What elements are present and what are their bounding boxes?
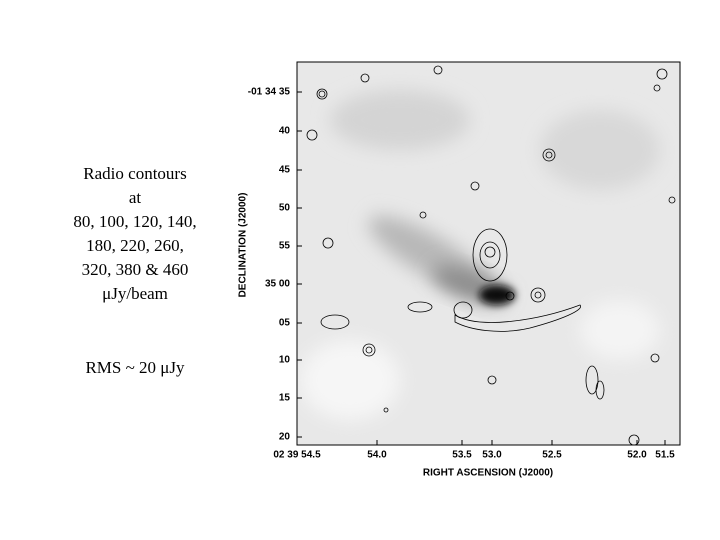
x-tick-label: 51.5 bbox=[655, 450, 675, 461]
y-tick-label: 50 bbox=[279, 203, 291, 214]
caption-line: 180, 220, 260, bbox=[86, 236, 184, 255]
x-tick-label: 52.0 bbox=[627, 450, 647, 461]
y-tick-label: 45 bbox=[279, 165, 291, 176]
x-tick-label: 53.5 bbox=[452, 450, 472, 461]
caption-line: Radio contours bbox=[83, 164, 187, 183]
y-tick-label: 05 bbox=[279, 318, 291, 329]
y-tick-label: 20 bbox=[279, 432, 291, 443]
x-axis-label: RIGHT ASCENSION (J2000) bbox=[423, 468, 553, 479]
y-axis-label: DECLINATION (J2000) bbox=[238, 193, 249, 298]
x-tick-label: 02 39 54.5 bbox=[273, 450, 321, 461]
y-tick-label: -01 34 35 bbox=[248, 87, 291, 98]
x-tick-label: 52.5 bbox=[542, 450, 562, 461]
map-image bbox=[300, 65, 676, 445]
caption-line: 80, 100, 120, 140, bbox=[73, 212, 197, 231]
caption-line: 320, 380 & 460 bbox=[81, 260, 189, 279]
x-tick-label: 53.0 bbox=[482, 450, 502, 461]
caption-line: at bbox=[128, 188, 142, 207]
caption-line: μJy/beam bbox=[102, 284, 168, 303]
map-frame bbox=[296, 61, 681, 446]
x-tick-label: 54.0 bbox=[367, 450, 387, 461]
caption: Radio contours at 80, 100, 120, 140, 180, 2… bbox=[40, 162, 230, 306]
rms-note: RMS ~ 20 μJy bbox=[85, 358, 185, 377]
y-tick-label: 40 bbox=[279, 126, 291, 137]
y-tick-label: 55 bbox=[279, 241, 291, 252]
y-tick-label: 10 bbox=[279, 355, 291, 366]
y-tick-label: 35 00 bbox=[265, 279, 290, 290]
y-tick-label: 15 bbox=[279, 393, 291, 404]
